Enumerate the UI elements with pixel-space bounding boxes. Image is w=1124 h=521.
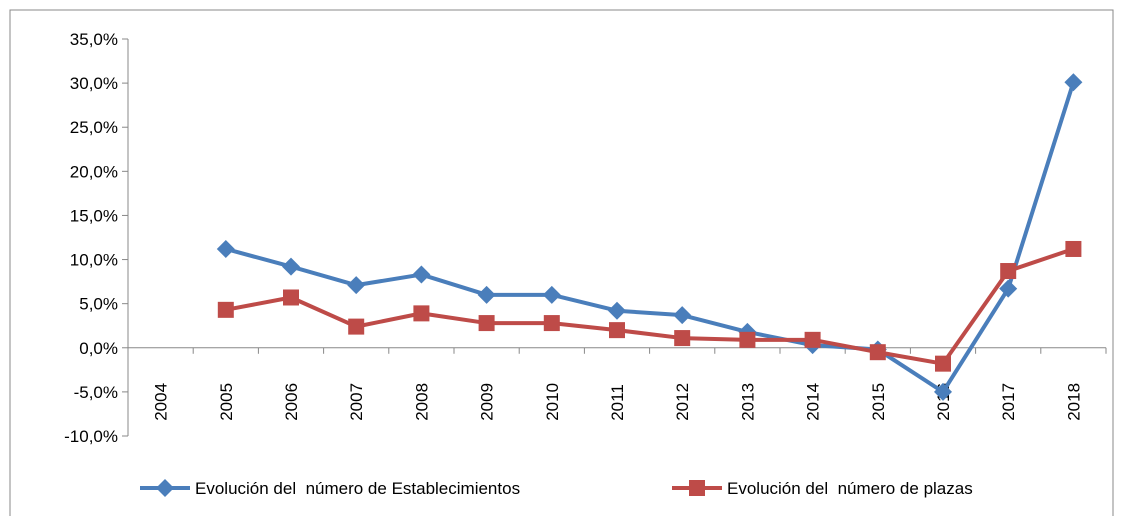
x-tick-label: 2009 [478, 383, 497, 421]
x-tick-label: 2006 [282, 383, 301, 421]
data-point [1064, 73, 1083, 92]
x-tick-label: 2015 [869, 383, 888, 421]
data-point [804, 331, 821, 348]
y-tick-label: 30,0% [70, 74, 118, 93]
data-point [412, 265, 431, 284]
data-point [674, 330, 691, 347]
y-tick-label: 15,0% [70, 206, 118, 225]
x-tick-label: 2012 [673, 383, 692, 421]
data-point [935, 355, 951, 372]
legend-label: Evolución del número de Establecimientos [195, 479, 520, 498]
data-point [542, 285, 561, 304]
data-point [217, 301, 234, 318]
data-point [999, 279, 1018, 298]
x-tick-label: 2010 [543, 383, 562, 421]
x-tick-label: 2008 [412, 383, 431, 421]
y-tick-label: 25,0% [70, 118, 118, 137]
data-point [348, 318, 365, 335]
x-tick-label: 2011 [608, 384, 627, 421]
x-tick-label: 2013 [738, 383, 757, 421]
data-point [282, 257, 300, 276]
data-point [478, 315, 495, 332]
y-tick-label: -5,0% [74, 383, 118, 402]
y-tick-label: 20,0% [70, 162, 118, 181]
data-point [477, 285, 496, 304]
data-point [543, 315, 560, 332]
legend-marker [156, 479, 174, 497]
y-tick-label: -10,0% [64, 427, 118, 446]
data-point [216, 239, 235, 258]
data-point [673, 306, 692, 325]
series-line [225, 81, 1076, 394]
legend-label: Evolución del número de plazas [727, 479, 973, 498]
data-point [283, 289, 299, 306]
legend-marker [689, 480, 705, 496]
y-tick-label: 10,0% [70, 251, 118, 270]
data-point [1065, 240, 1082, 257]
x-tick-label: 2014 [804, 383, 823, 421]
x-tick-label: 2017 [999, 383, 1018, 421]
y-tick-label: 35,0% [70, 30, 118, 49]
data-point [1000, 263, 1017, 280]
data-point [413, 305, 430, 322]
x-tick-label: 2018 [1064, 383, 1083, 421]
y-tick-label: 0,0% [79, 339, 118, 358]
x-tick-label: 2004 [152, 383, 171, 421]
data-point [869, 344, 886, 361]
x-tick-label: 2007 [347, 383, 366, 421]
y-tick-label: 5,0% [79, 295, 118, 314]
data-point [934, 382, 952, 401]
data-point [608, 301, 626, 320]
data-point [347, 276, 366, 295]
data-point [609, 322, 625, 339]
series-line [225, 247, 1075, 366]
chart-frame [9, 9, 1114, 521]
data-point [739, 331, 756, 348]
x-tick-label: 2005 [217, 383, 236, 421]
